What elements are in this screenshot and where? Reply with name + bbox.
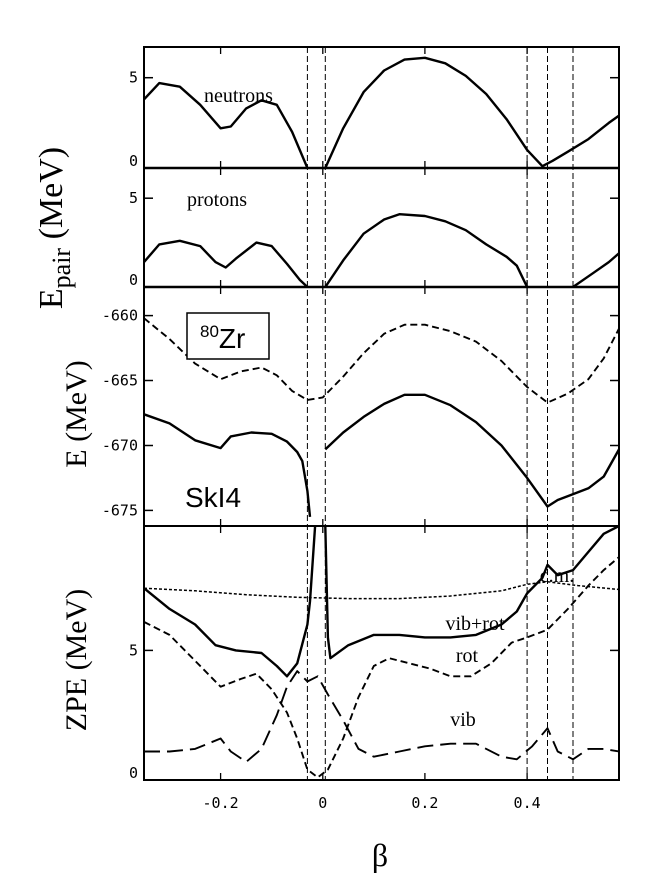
y-tick-label: 5 [129, 69, 138, 87]
curve-label-c-m-: c.m. [540, 565, 574, 587]
y-tick-label: 5 [129, 189, 138, 207]
series-line-solid-0 [144, 239, 309, 287]
series-line-vib-rot-1 [324, 526, 619, 660]
x-axis: -0.2 0 0.2 0.4 β [203, 794, 541, 873]
x-axis-label: β [372, 837, 388, 873]
y-tick-label: -665 [102, 372, 138, 390]
nucleus-label: 80Zr [200, 322, 245, 354]
y-tick-label: -675 [102, 501, 138, 519]
x-tick-label: 0.4 [514, 794, 541, 812]
y-tick-label: -660 [102, 307, 138, 325]
panel-protons: 0 5 protons [129, 167, 620, 289]
y-tick-label: 0 [129, 764, 138, 782]
series-line-dashed-0 [144, 317, 619, 404]
y-tick-label: -670 [102, 437, 138, 455]
x-tick-label: 0.2 [411, 794, 438, 812]
curve-label-vib-rot: vib+rot [445, 613, 504, 635]
y-axis-label-energy: E (MeV) [60, 360, 93, 467]
panel-zpe: 0 5 c.m. vib+rot rot vib ZPE (MeV) [60, 525, 620, 782]
series-line-solid-1 [324, 56, 619, 168]
y-tick-label: 0 [129, 152, 138, 170]
series-line-vib-0 [144, 670, 619, 763]
panel-frame [143, 525, 620, 781]
annotation-neutrons: neutrons [204, 85, 273, 107]
annotation-force: SkI4 [185, 482, 241, 513]
panel-energy: -675 -670 -665 -660 80Zr SkI4 E (MeV) [60, 286, 620, 527]
series-group [144, 213, 619, 287]
y-axis-label-pairing-energy: Epair (MeV) [33, 147, 76, 309]
series-line-solid-0 [144, 81, 309, 168]
series-group [144, 56, 619, 168]
annotation-protons: protons [187, 189, 247, 211]
series-line-c-m--0 [144, 580, 619, 600]
series-line-solid-2 [572, 252, 619, 287]
chart-panels: 0 5 neutrons 0 5 protons -675 -670 -665 -660 80Zr S… [60, 46, 620, 782]
series-line-vib-rot-0 [144, 526, 317, 678]
y-tick-label: 0 [129, 271, 138, 289]
series-group [144, 317, 619, 518]
panel-neutrons: 0 5 neutrons [129, 46, 620, 170]
series-line-solid-1 [324, 213, 529, 287]
x-tick-label: 0 [318, 794, 327, 812]
x-tick-label: -0.2 [203, 794, 239, 812]
curve-label-rot: rot [456, 645, 479, 667]
series-line-solid-0 [144, 413, 312, 518]
series-group [144, 526, 619, 779]
y-axis-label-zpe: ZPE (MeV) [60, 589, 93, 731]
curve-label-vib: vib [450, 709, 476, 731]
nucleus-label-box [186, 312, 270, 360]
series-line-solid-1 [324, 393, 619, 508]
y-tick-label: 5 [129, 641, 138, 659]
